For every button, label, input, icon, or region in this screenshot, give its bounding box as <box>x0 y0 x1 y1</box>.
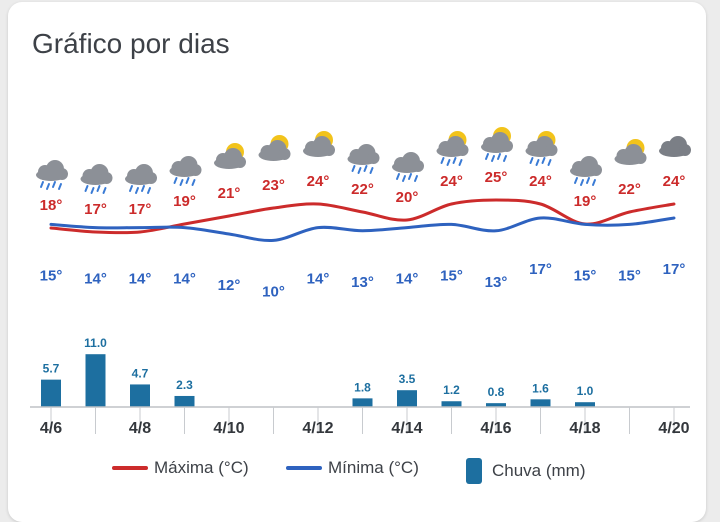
legend-item-min: Mínima (°C) <box>286 458 419 478</box>
min-temp-label: 14° <box>129 271 152 288</box>
x-tick-label: 4/8 <box>129 420 151 437</box>
min-temp-label: 17° <box>663 261 686 278</box>
cloud-rain-icon <box>392 152 424 182</box>
x-tick-label: 4/14 <box>391 420 422 437</box>
rain-bar <box>352 398 373 407</box>
rain-bar-label: 5.7 <box>43 362 60 376</box>
rain-bar-label: 1.6 <box>532 381 549 395</box>
max-temp-label: 20° <box>396 189 419 206</box>
temperature-lines <box>49 198 676 243</box>
rain-bar <box>441 401 462 407</box>
max-temp-label: 19° <box>173 193 196 210</box>
legend-item-max: Máxima (°C) <box>112 458 249 478</box>
rain-bar-label: 1.0 <box>577 384 594 398</box>
min-temp-label: 15° <box>574 267 597 284</box>
rain-bar-label: 11.0 <box>84 336 107 350</box>
legend-min-swatch <box>286 466 322 470</box>
min-temp-label: 17° <box>529 261 552 278</box>
max-temp-label: 17° <box>84 201 107 218</box>
weather-chart: 18° 17° 17° 19° 21° 23° 24° 22° 20° 24° 25° 24° 19° 2… <box>30 127 691 437</box>
min-temp-label: 14° <box>307 271 330 288</box>
cloud-rain-icon <box>125 164 157 194</box>
max-temp-label: 22° <box>351 181 374 198</box>
legend-max-label: Máxima (°C) <box>154 458 249 477</box>
rain-bar-label: 2.3 <box>176 378 193 392</box>
min-temp-label: 15° <box>40 267 63 284</box>
sun-cloud-icon <box>303 131 335 157</box>
min-temp-label: 13° <box>351 274 374 291</box>
x-tick-label: 4/18 <box>569 420 600 437</box>
legend: Máxima (°C) Mínima (°C) Chuva (mm) <box>0 458 720 484</box>
legend-rain-label: Chuva (mm) <box>492 461 586 480</box>
min-temp-line <box>49 216 676 243</box>
cloud-rain-icon <box>36 160 68 190</box>
min-temp-label: 15° <box>440 267 463 284</box>
max-temp-label: 22° <box>618 181 641 198</box>
x-tick-label: 4/16 <box>480 420 511 437</box>
rain-bar <box>41 379 61 407</box>
cloud-icon <box>659 136 691 157</box>
max-temp-label: 19° <box>574 193 597 210</box>
max-temp-label: 24° <box>663 173 686 190</box>
weather-icons <box>36 127 691 194</box>
legend-min-label: Mínima (°C) <box>328 458 419 477</box>
sun-cloud-icon <box>614 139 647 165</box>
min-temp-label: 13° <box>485 274 508 291</box>
min-temp-label: 15° <box>618 267 641 284</box>
chart-title: Gráfico por dias <box>32 28 230 59</box>
min-temp-label: 14° <box>173 271 196 288</box>
rain-bar <box>85 354 106 407</box>
rain-bar <box>575 402 595 407</box>
chart-card <box>8 2 706 522</box>
min-temp-label: 12° <box>218 277 241 294</box>
x-tick-label: 4/12 <box>302 420 333 437</box>
max-temp-label: 21° <box>218 185 241 202</box>
sun-cloud-icon <box>214 143 246 169</box>
min-temp-label: 14° <box>396 271 419 288</box>
rain-bar <box>130 384 150 407</box>
cloud-rain-icon <box>570 156 602 186</box>
rain-bars: 5.7 11.0 4.7 2.3 1.8 3.5 1.2 0.8 1.6 1.0 <box>41 336 595 407</box>
max-temp-label: 23° <box>262 177 285 194</box>
min-temp-label: 10° <box>262 283 285 300</box>
x-axis: 4/6 4/8 4/10 4/12 4/14 4/16 4/18 4/20 <box>30 406 690 437</box>
cloud-rain-icon <box>80 164 113 194</box>
rain-bar-label: 1.2 <box>443 383 460 397</box>
x-tick-label: 4/10 <box>213 420 244 437</box>
rain-bar-label: 0.8 <box>488 385 505 399</box>
rain-bar <box>174 395 195 407</box>
max-temp-label: 24° <box>440 173 463 190</box>
cloud-rain-icon <box>347 144 380 174</box>
legend-item-rain: Chuva (mm) <box>466 458 586 484</box>
rain-bar-label: 1.8 <box>354 380 371 394</box>
max-temp-label: 25° <box>485 169 508 186</box>
max-temp-label: 24° <box>307 173 330 190</box>
rain-bar <box>397 390 417 407</box>
x-tick-label: 4/6 <box>40 420 62 437</box>
x-tick-label: 4/20 <box>658 420 689 437</box>
cloud-rain-icon <box>169 156 202 186</box>
max-temp-label: 17° <box>129 201 152 218</box>
sun-cloud-rain-icon <box>481 127 513 162</box>
max-temp-label: 24° <box>529 173 552 190</box>
rain-bar-label: 3.5 <box>399 372 416 386</box>
sun-cloud-rain-icon <box>525 131 558 166</box>
temperature-labels: 18° 17° 17° 19° 21° 23° 24° 22° 20° 24° 25° 24° 19° 2… <box>40 169 686 300</box>
min-temp-label: 14° <box>84 271 107 288</box>
sun-cloud-icon <box>258 135 291 161</box>
legend-max-swatch <box>112 466 148 470</box>
legend-rain-swatch <box>466 458 482 484</box>
max-temp-label: 18° <box>40 197 63 214</box>
sun-cloud-rain-icon <box>436 131 469 166</box>
max-temp-line <box>49 198 676 235</box>
rain-bar-label: 4.7 <box>132 366 149 380</box>
rain-bar <box>530 399 551 407</box>
rain-bar <box>486 403 506 407</box>
